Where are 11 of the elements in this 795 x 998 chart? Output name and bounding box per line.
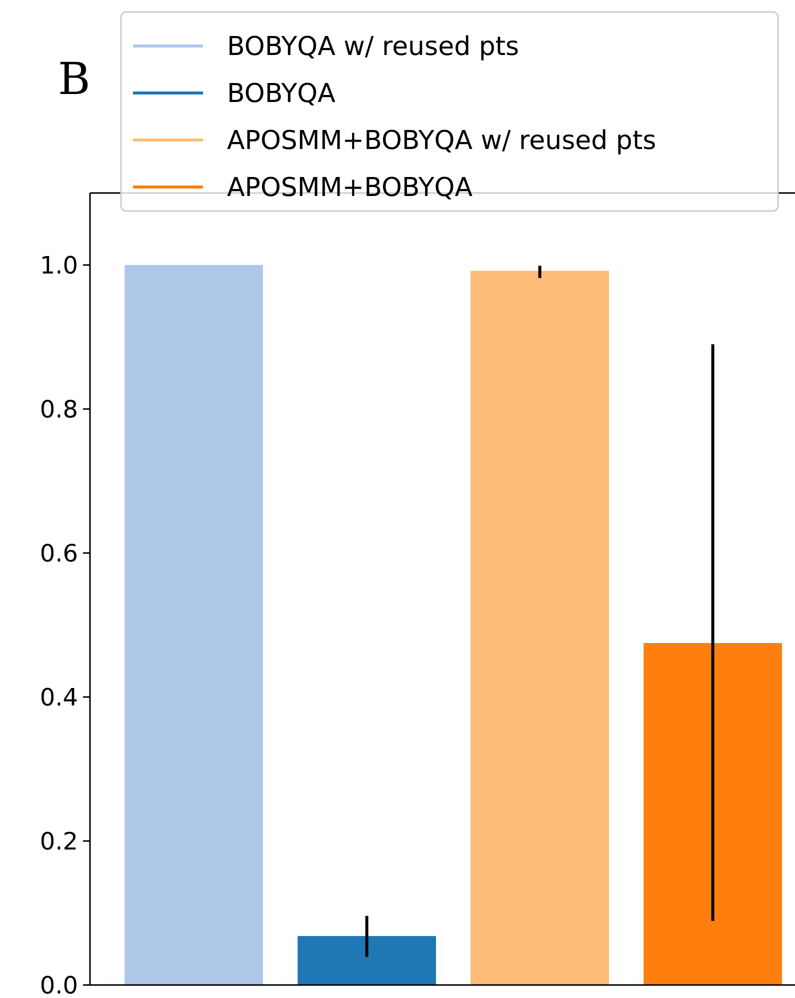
legend-label: BOBYQA w/ reused pts: [227, 32, 520, 62]
chart-title: B: [58, 54, 90, 105]
y-tick-label: 0.6: [40, 539, 78, 568]
legend-label: APOSMM+BOBYQA w/ reused pts: [227, 126, 656, 156]
legend-label: APOSMM+BOBYQA: [227, 173, 473, 204]
y-tick-label: 0.8: [40, 395, 78, 424]
legend-label: BOBYQA: [227, 79, 336, 110]
y-tick-label: 0.4: [40, 683, 78, 712]
y-tick-label: 0.2: [40, 827, 78, 856]
y-tick-label: 1.0: [40, 251, 78, 280]
y-tick-label: 0.0: [40, 971, 78, 998]
